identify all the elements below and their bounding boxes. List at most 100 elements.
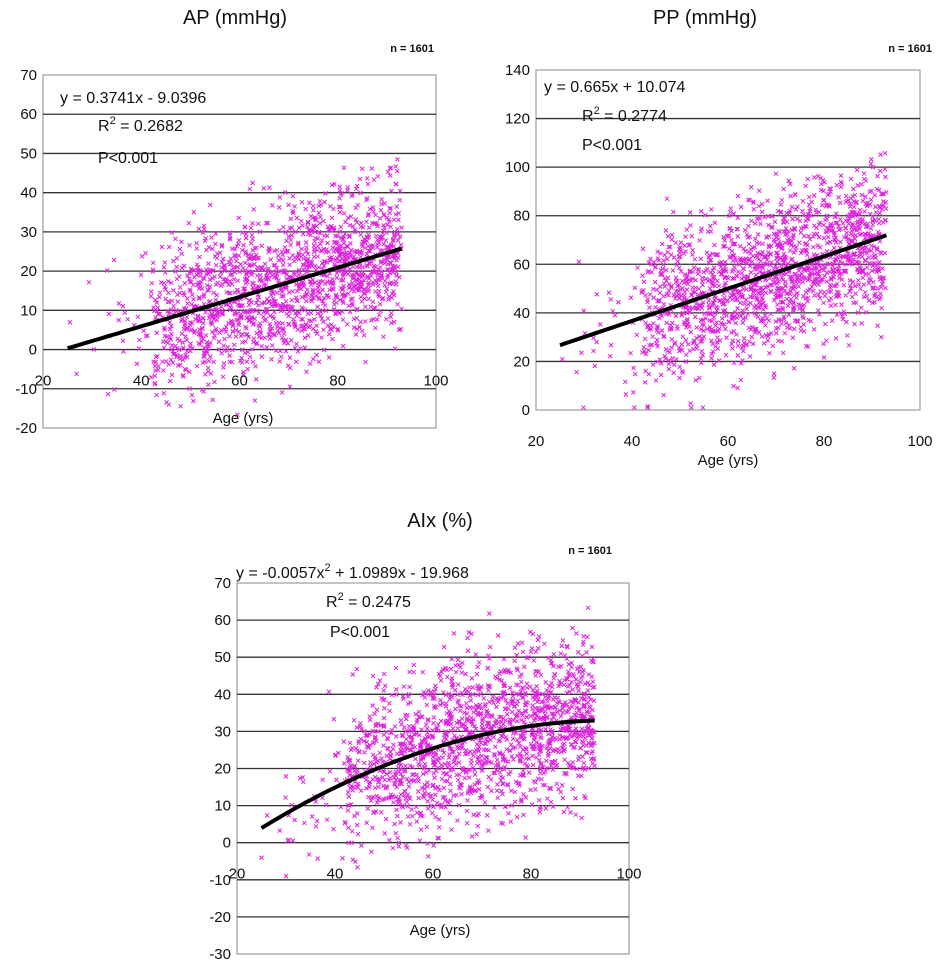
ap-point — [229, 347, 235, 353]
ap-point — [222, 327, 228, 332]
ap-point — [227, 353, 232, 358]
ap-point — [219, 265, 224, 270]
ap-point — [395, 301, 400, 307]
ap-point — [373, 233, 379, 239]
ap-point — [185, 326, 191, 331]
ap-point — [397, 197, 403, 203]
pp-point — [871, 279, 876, 285]
ap-point — [209, 235, 214, 240]
ap-point — [162, 327, 167, 333]
ap-point — [175, 299, 181, 304]
ap-point — [270, 203, 275, 208]
ap-point — [254, 340, 260, 346]
ap-point — [160, 339, 166, 344]
ap-point — [204, 267, 209, 272]
ap-point — [274, 290, 280, 295]
pp-point — [666, 366, 672, 372]
aix-x-tick-label: 80 — [523, 866, 540, 883]
pp-point — [646, 347, 651, 353]
ap-point — [363, 359, 368, 365]
ap-point — [186, 276, 192, 282]
ap-point — [222, 336, 227, 342]
ap-point — [315, 285, 321, 291]
ap-panel: AP (mmHg) n = 1601 -20-10010203040506070… — [15, 7, 448, 437]
ap-point — [394, 226, 400, 232]
ap-point — [238, 358, 243, 364]
ap-point — [243, 249, 249, 254]
ap-point — [357, 249, 363, 254]
ap-point — [175, 336, 181, 342]
aix-y-tick-label: 60 — [214, 612, 231, 629]
pp-point — [838, 179, 844, 185]
ap-point — [360, 239, 366, 245]
ap-point — [262, 335, 268, 341]
ap-point — [244, 326, 249, 331]
pp-point — [780, 350, 786, 356]
ap-point — [204, 283, 210, 288]
ap-point — [367, 261, 373, 267]
ap-point — [250, 236, 255, 242]
ap-point — [177, 362, 183, 368]
ap-point — [201, 351, 207, 356]
ap-point — [285, 363, 291, 369]
pp-point — [670, 356, 675, 361]
ap-point — [306, 228, 312, 234]
ap-point — [223, 302, 229, 308]
pp-point — [699, 348, 705, 354]
ap-point — [281, 224, 286, 230]
ap-point — [362, 239, 368, 245]
ap-point — [257, 328, 263, 334]
ap-point — [166, 244, 172, 250]
pp-x-axis-label: Age (yrs) — [698, 452, 759, 469]
ap-point — [350, 192, 355, 197]
ap-point — [347, 234, 352, 240]
ap-point — [389, 320, 394, 326]
ap-point — [300, 223, 305, 228]
ap-point — [358, 254, 364, 260]
ap-point — [169, 298, 175, 304]
ap-point — [170, 360, 176, 366]
ap-point — [207, 277, 213, 283]
pp-point — [690, 252, 695, 257]
pp-point — [818, 289, 824, 294]
ap-point — [305, 219, 311, 225]
pp-point — [652, 279, 658, 285]
ap-point — [347, 309, 353, 315]
ap-point — [345, 291, 351, 296]
ap-point — [293, 229, 298, 235]
ap-point — [221, 276, 227, 282]
ap-point — [273, 348, 279, 353]
ap-point — [227, 290, 233, 296]
ap-point — [240, 331, 245, 337]
ap-point — [294, 215, 300, 221]
aix-x-tick-label: 20 — [229, 866, 246, 883]
ap-point — [337, 187, 343, 193]
ap-point — [304, 257, 310, 263]
ap-point — [327, 227, 333, 233]
ap-point — [305, 333, 311, 338]
pp-point — [878, 152, 883, 158]
ap-point — [371, 177, 377, 183]
pp-point — [680, 334, 686, 340]
ap-point — [340, 317, 346, 323]
ap-x-tick-label: 40 — [133, 373, 150, 390]
pp-point — [735, 193, 741, 199]
aix-y-tick-label: 40 — [214, 686, 231, 703]
ap-point — [388, 188, 394, 194]
pp-point — [685, 341, 691, 347]
ap-point — [387, 281, 393, 286]
pp-point — [724, 233, 730, 239]
ap-point — [183, 352, 189, 358]
pp-point — [698, 356, 704, 361]
pp-point — [879, 281, 885, 287]
ap-point — [265, 267, 270, 273]
ap-point — [148, 293, 154, 299]
ap-point — [112, 387, 117, 392]
ap-point — [305, 220, 311, 226]
ap-point — [257, 229, 263, 235]
ap-point — [249, 263, 255, 268]
ap-point — [153, 315, 158, 320]
ap-point — [211, 359, 216, 365]
ap-point — [236, 329, 242, 335]
ap-point — [364, 219, 369, 225]
